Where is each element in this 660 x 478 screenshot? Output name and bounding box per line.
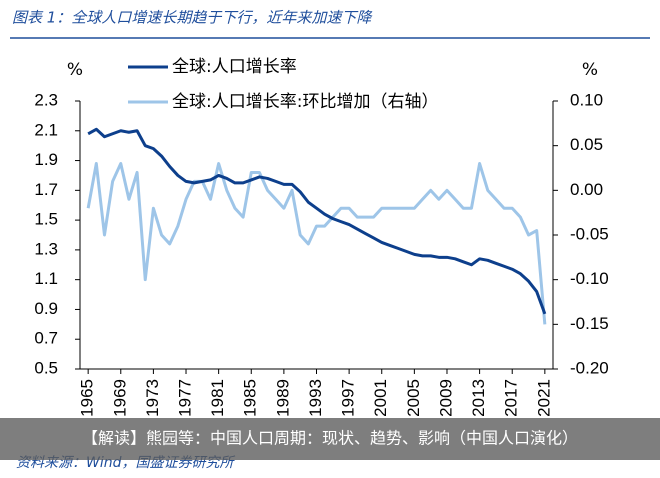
y2-unit: % — [582, 60, 598, 80]
overlay-caption: 【解读】熊园等：中国人口周期：现状、趋势、影响（中国人口演化） — [82, 429, 578, 448]
y-tick-label: 0.7 — [34, 329, 58, 348]
legend-label: 全球:人口增长率:环比增加（右轴） — [172, 92, 438, 112]
x-tick-label: 1973 — [143, 379, 162, 417]
x-tick-label: 2017 — [502, 379, 521, 417]
y2-tick-label: -0.20 — [570, 358, 609, 377]
legend-label: 全球:人口增长率 — [172, 57, 297, 77]
overlay-banner — [0, 418, 660, 460]
y2-tick-label: -0.10 — [570, 269, 609, 288]
x-tick-label: 2021 — [534, 379, 553, 417]
x-tick-label: 1969 — [110, 379, 129, 417]
chart-title: 图表 1：全球人口增速长期趋于下行，近年来加速下降 — [12, 9, 373, 27]
y-tick-label: 2.1 — [34, 120, 58, 139]
x-tick-label: 1997 — [339, 379, 358, 417]
y-tick-label: 0.9 — [34, 299, 58, 318]
y-tick-label: 1.7 — [34, 180, 58, 199]
x-tick-label: 1989 — [273, 379, 292, 417]
x-tick-label: 2005 — [404, 379, 423, 417]
y2-tick-label: -0.05 — [570, 224, 609, 243]
x-tick-label: 2009 — [436, 379, 455, 417]
x-tick-label: 2001 — [371, 379, 390, 417]
series-line — [87, 127, 547, 315]
y-tick-label: 1.3 — [34, 239, 58, 258]
y2-tick-label: 0.05 — [570, 135, 603, 154]
x-tick-label: 1981 — [208, 379, 227, 417]
y-tick-label: 1.1 — [34, 269, 58, 288]
x-tick-label: 2013 — [469, 379, 488, 417]
y-tick-label: 2.3 — [34, 90, 58, 109]
x-tick-label: 1977 — [176, 379, 195, 417]
y2-tick-label: -0.15 — [570, 314, 609, 333]
y-unit: % — [67, 60, 83, 80]
y-tick-label: 1.5 — [34, 210, 58, 229]
series-line — [86, 162, 547, 325]
x-tick-label: 1965 — [78, 379, 97, 417]
y-tick-label: 0.5 — [34, 358, 58, 377]
y2-tick-label: 0.00 — [570, 180, 603, 199]
y-tick-label: 1.9 — [34, 150, 58, 169]
x-tick-label: 1993 — [306, 379, 325, 417]
y2-tick-label: 0.10 — [570, 90, 603, 109]
x-tick-label: 1985 — [241, 379, 260, 417]
